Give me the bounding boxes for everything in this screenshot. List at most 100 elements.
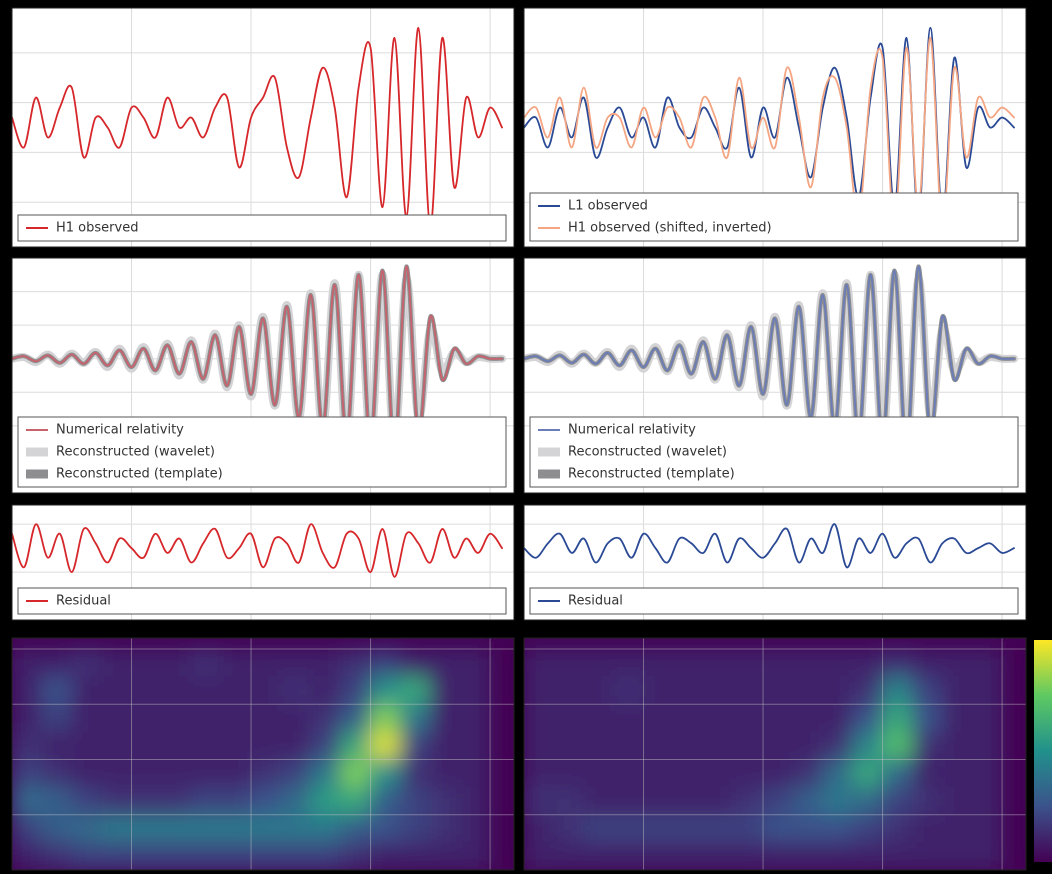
heatmap-cell	[220, 814, 252, 843]
panel: H1 observed	[11, 7, 515, 248]
heatmap-cell	[71, 814, 103, 843]
heatmap-cell	[250, 759, 282, 788]
plot-lines	[12, 523, 503, 578]
heatmap-cell	[370, 676, 401, 705]
heatmap-cell	[12, 841, 43, 870]
heatmap-cell	[280, 676, 312, 705]
heatmap-cell	[792, 731, 824, 761]
heatmap-cell	[732, 786, 764, 816]
heatmap-cell	[941, 731, 973, 761]
heatmap-cell	[822, 759, 854, 788]
heatmap-cell	[672, 814, 704, 843]
heatmap-cell	[250, 703, 282, 733]
heatmap-cell	[643, 841, 674, 870]
heatmap-cell	[41, 841, 73, 870]
heatmap-cell	[672, 703, 704, 733]
heatmap-cell	[672, 648, 704, 678]
heatmap-cell	[459, 731, 491, 761]
heatmap-cell	[340, 786, 372, 816]
legend-label: Residual	[568, 594, 623, 609]
heatmap-cell	[882, 759, 913, 788]
panel-frame	[11, 637, 515, 871]
heatmap-cell	[160, 814, 192, 843]
heatmap-cell	[553, 703, 585, 733]
panel-background	[12, 8, 514, 247]
heatmap-cell	[280, 648, 312, 678]
heatmap-cell	[672, 841, 704, 870]
heatmap-cell	[941, 814, 973, 843]
legend: L1 observed H1 observed (shifted, inverte…	[529, 192, 1019, 242]
heatmap-cell	[190, 731, 222, 761]
heatmap-cell	[971, 703, 1003, 733]
heatmap-cell	[882, 648, 913, 678]
heatmap-cell	[310, 703, 342, 733]
heatmap-cell	[762, 731, 794, 761]
heatmap-cell	[732, 703, 764, 733]
heatmap	[524, 648, 1003, 870]
heatmap-cell	[459, 841, 491, 870]
heatmap-cell	[71, 786, 103, 816]
panel-frame	[11, 7, 515, 248]
heatmap-cell	[852, 648, 884, 678]
heatmap-cell	[399, 759, 431, 788]
heatmap-cell	[429, 676, 461, 705]
heatmap-cell	[702, 814, 734, 843]
heatmap-cells	[12, 648, 491, 870]
heatmap-cell	[459, 703, 491, 733]
heatmap-cell	[911, 759, 943, 788]
heatmap-cell	[882, 841, 913, 870]
plot-lines	[524, 264, 1019, 454]
heatmap-cell	[702, 841, 734, 870]
heatmap-cell	[250, 814, 282, 843]
heatmap-cell	[553, 814, 585, 843]
heatmap-cell	[911, 841, 943, 870]
heatmap-cell	[852, 731, 884, 761]
heatmap-cell	[71, 676, 103, 705]
heatmap-cell	[340, 841, 372, 870]
heatmap-cell	[911, 703, 943, 733]
heatmap-cell	[12, 759, 43, 788]
heatmap-cell	[702, 648, 734, 678]
heatmap-cell	[429, 786, 461, 816]
heatmap-cell	[101, 841, 133, 870]
heatmap-cell	[280, 814, 312, 843]
heatmap-cell	[340, 648, 372, 678]
heatmap-cell	[792, 841, 824, 870]
heatmap-cell	[852, 814, 884, 843]
heatmap-cell	[941, 841, 973, 870]
heatmap-cell	[762, 759, 794, 788]
heatmap-cell	[911, 676, 943, 705]
heatmap-cell	[190, 759, 222, 788]
heatmap-cell	[613, 676, 645, 705]
legend: H1 observed	[17, 214, 507, 242]
heatmap-cell	[524, 814, 555, 843]
heatmap-cell	[429, 703, 461, 733]
heatmap-cell	[524, 676, 555, 705]
line	[524, 265, 1015, 452]
heatmap-cell	[310, 759, 342, 788]
heatmap-cell	[250, 731, 282, 761]
legend-label: H1 observed	[56, 221, 138, 236]
heatmap-cell	[340, 759, 372, 788]
heatmap-cell	[340, 731, 372, 761]
legend: Numerical relativity Reconstructed (wavel…	[17, 416, 507, 488]
heatmap-cell	[702, 703, 734, 733]
heatmap-cell	[524, 759, 555, 788]
heatmap-cell	[41, 731, 73, 761]
heatmap-cell	[220, 676, 252, 705]
heatmap-cell	[160, 676, 192, 705]
heatmap-cell	[160, 841, 192, 870]
heatmap-cell	[852, 759, 884, 788]
heatmap-cell	[101, 648, 133, 678]
panel-frame	[11, 257, 515, 494]
legend: Residual	[529, 587, 1019, 615]
heatmap-cell	[613, 731, 645, 761]
heatmap-cell	[340, 676, 372, 705]
panel	[11, 637, 515, 871]
heatmap-cell	[310, 648, 342, 678]
heatmap-cell	[131, 731, 162, 761]
heatmap-cell	[131, 703, 162, 733]
heatmap-cell	[12, 786, 43, 816]
heatmap-cell	[310, 841, 342, 870]
heatmap-cell	[941, 648, 973, 678]
